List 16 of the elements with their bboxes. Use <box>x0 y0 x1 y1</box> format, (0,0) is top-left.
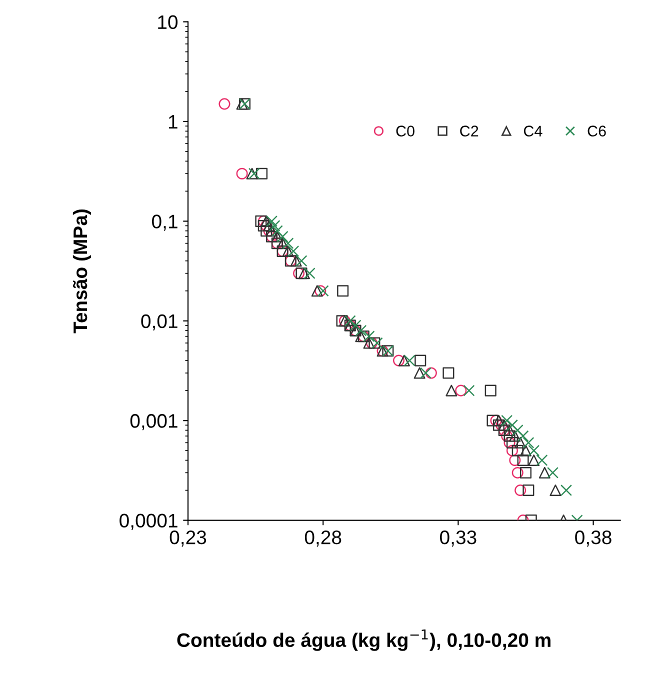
y-tick-label: 0,0001 <box>120 514 178 530</box>
y-tick-label: 0,001 <box>130 414 178 430</box>
y-tick-label: 1 <box>168 115 178 129</box>
x-tick-label: 0,38 <box>575 530 612 547</box>
x-tick-label: 0,23 <box>170 530 206 547</box>
legend-label: C0 <box>396 126 414 136</box>
y-tick-label: 0,1 <box>152 214 178 231</box>
legend-label: C2 <box>460 126 478 136</box>
legend-label: C4 <box>524 126 542 136</box>
x-tick-label: 0,28 <box>304 530 342 547</box>
y-tick-label: 10 <box>158 15 178 30</box>
y-tick-label: 0,01 <box>141 314 178 330</box>
x-tick-label: 0,33 <box>440 530 476 547</box>
x-axis-title: Conteúdo de água (kg kg$^{−1}$), 0,10-0,20 m <box>177 629 550 651</box>
legend-label: C6 <box>588 126 606 136</box>
y-axis-title: Tensão (MPa) <box>72 210 92 334</box>
